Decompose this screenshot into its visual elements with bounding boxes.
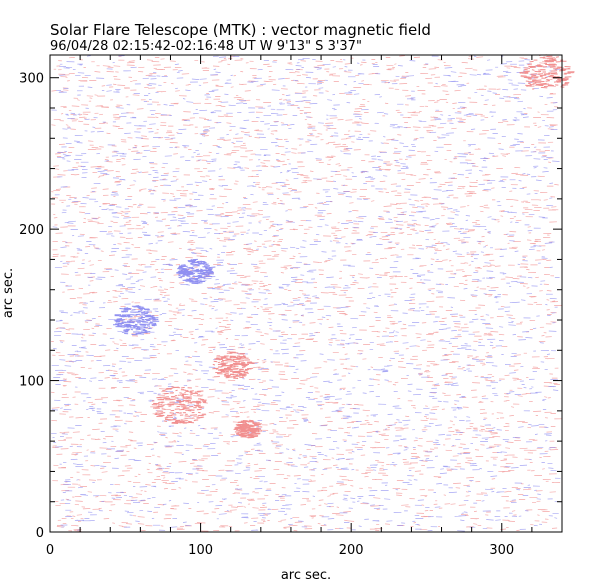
field-noise-positive [50,55,563,532]
x-tick-label: 200 [339,543,364,558]
y-axis-label: arc sec. [1,268,16,318]
x-axis-label: arc sec. [281,568,331,583]
y-tick-label: 0 [36,526,44,541]
polarity-region-positive-5 [233,419,263,439]
x-tick-label: 100 [188,543,213,558]
figure-subtitle: 96/04/28 02:15:42-02:16:48 UT W 9'13" S … [50,39,362,54]
x-tick-label: 300 [489,543,514,558]
magnetogram-plot-area [49,54,575,533]
plot-frame [49,54,563,533]
axis-ticks [49,55,563,533]
axis-tick-labels: 0 100 200 300 0 100 200 300 [19,72,514,558]
y-tick-label: 100 [19,375,44,390]
y-tick-label: 300 [19,72,44,87]
polarity-region-positive-3 [212,351,255,380]
figure-title: Solar Flare Telescope (MTK) : vector mag… [50,21,431,39]
polarity-region-negative-1 [176,258,216,285]
field-noise-negative [51,55,563,532]
magnetic-field-map [50,54,575,532]
y-tick-label: 200 [19,223,44,238]
polarity-region-negative-2 [113,305,160,336]
x-tick-label: 0 [46,543,54,558]
polarity-region-positive-4 [151,386,207,424]
